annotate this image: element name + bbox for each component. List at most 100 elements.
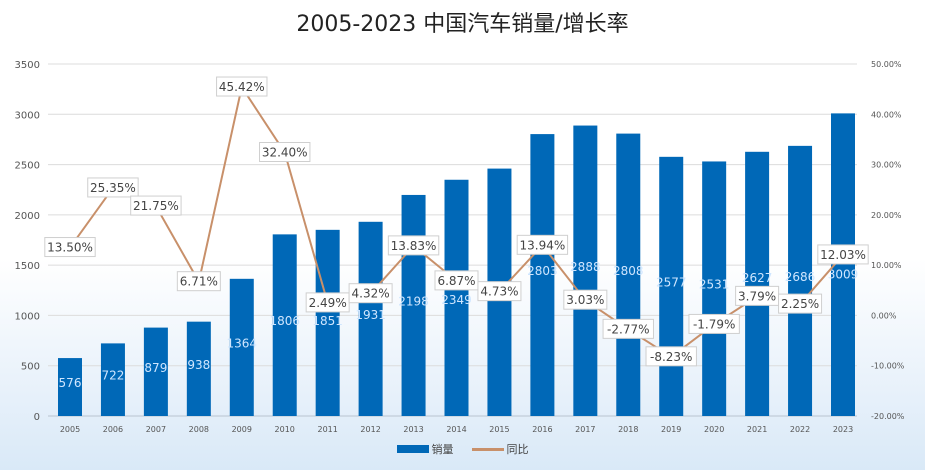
right-tick-label: 50.00% [871, 60, 902, 69]
point-label-box [477, 281, 522, 302]
bar [186, 321, 211, 416]
bar-data-label: 1851 [312, 314, 343, 328]
left-tick-label: 0 [34, 412, 40, 423]
point-data-label: -1.79% [693, 317, 735, 331]
x-tick-label: 2018 [618, 425, 638, 434]
point-data-label: 6.71% [180, 275, 218, 289]
point-data-label: 13.50% [47, 241, 93, 255]
x-tick-label: 2014 [446, 425, 466, 434]
x-tick-label: 2015 [489, 425, 509, 434]
point-data-label: 3.03% [566, 293, 604, 307]
right-tick-label: -20.00% [871, 412, 905, 421]
point-data-label: 32.40% [262, 146, 308, 160]
right-tick-label: 30.00% [871, 161, 902, 170]
left-tick-label: 2500 [15, 161, 40, 172]
bar-data-label: 879 [144, 361, 167, 375]
x-tick-label: 2009 [232, 425, 252, 434]
bar-data-label: 722 [101, 369, 124, 383]
point-label-box [434, 270, 479, 291]
bar-data-label: 576 [59, 376, 82, 390]
x-tick-label: 2016 [532, 425, 552, 434]
bar-data-label: 2627 [742, 271, 773, 285]
x-tick-label: 2008 [189, 425, 209, 434]
left-tick-label: 1500 [15, 261, 40, 272]
bar [659, 156, 684, 416]
left-tick-label: 2000 [15, 211, 40, 222]
point-label-box [645, 346, 697, 367]
x-tick-label: 2007 [146, 425, 166, 434]
bar [229, 278, 254, 416]
point-data-label: 12.03% [820, 248, 866, 262]
bar [616, 133, 641, 416]
left-tick-label: 3500 [15, 60, 40, 71]
bar-data-label: 1931 [355, 308, 386, 322]
left-tick-label: 1000 [15, 311, 40, 322]
legend-label: 同比 [506, 443, 529, 456]
point-data-label: -8.23% [650, 350, 692, 364]
point-label-box [87, 177, 139, 198]
legend-item-growth[interactable]: 同比 [471, 441, 529, 457]
point-data-label: 3.79% [738, 289, 776, 303]
x-tick-label: 2023 [833, 425, 853, 434]
x-tick-label: 2010 [275, 425, 295, 434]
bar-data-label: 2531 [699, 278, 730, 292]
x-tick-label: 2006 [103, 425, 123, 434]
x-tick-label: 2013 [403, 425, 423, 434]
x-tick-label: 2011 [317, 425, 337, 434]
bar [358, 221, 383, 416]
bar [58, 358, 82, 416]
bar [100, 343, 125, 416]
x-tick-label: 2019 [661, 425, 681, 434]
bar [401, 194, 426, 416]
point-data-label: 2.49% [309, 296, 347, 310]
legend: 销量 同比 [0, 441, 925, 457]
point-data-label: -2.77% [607, 322, 649, 336]
bar-data-label: 1364 [227, 336, 258, 350]
right-tick-label: 0.00% [871, 311, 897, 320]
legend-item-sales[interactable]: 销量 [396, 441, 454, 457]
point-label-box [44, 237, 96, 258]
bar-data-label: 938 [187, 358, 210, 372]
x-tick-label: 2022 [790, 425, 810, 434]
point-label-box [348, 283, 393, 304]
x-tick-label: 2017 [575, 425, 595, 434]
legend-swatch-bar [396, 445, 429, 453]
bar [444, 179, 469, 416]
bar-data-label: 2808 [613, 264, 644, 278]
point-label-box [387, 235, 440, 256]
chart-title: 2005-2023 中国汽车销量/增长率 [296, 12, 629, 37]
point-data-label: 13.94% [520, 238, 566, 252]
bar-data-label: 1806 [269, 314, 300, 328]
bar-data-label: 3009 [828, 268, 859, 282]
bar-data-label: 2888 [570, 260, 601, 274]
point-label-box [602, 318, 654, 339]
bar-data-label: 2349 [441, 293, 472, 307]
x-tick-label: 2021 [747, 425, 767, 434]
right-tick-label: -10.00% [871, 362, 905, 371]
x-tick-label: 2012 [360, 425, 380, 434]
point-data-label: 21.75% [133, 199, 179, 213]
point-label-box [259, 142, 311, 163]
left-tick-label: 500 [21, 362, 40, 373]
bar-data-label: 2803 [527, 264, 558, 278]
bar [315, 229, 340, 416]
point-label-box [216, 76, 268, 97]
right-tick-label: 20.00% [871, 211, 902, 220]
point-label-box [176, 271, 221, 292]
x-tick-label: 2005 [60, 425, 80, 434]
point-label-box [516, 234, 569, 255]
point-data-label: 45.42% [219, 80, 265, 94]
point-label-box [688, 313, 740, 334]
bar [745, 151, 770, 416]
bar-data-label: 2198 [398, 294, 429, 308]
point-data-label: 13.83% [391, 239, 437, 253]
bar [530, 134, 555, 417]
legend-swatch-line [471, 447, 504, 451]
bar [272, 234, 297, 416]
bar [573, 125, 598, 416]
legend-label: 销量 [431, 443, 454, 456]
point-data-label: 6.87% [437, 274, 475, 288]
point-data-label: 4.32% [352, 287, 390, 301]
point-label-box [817, 244, 869, 265]
right-tick-label: 40.00% [871, 110, 902, 119]
